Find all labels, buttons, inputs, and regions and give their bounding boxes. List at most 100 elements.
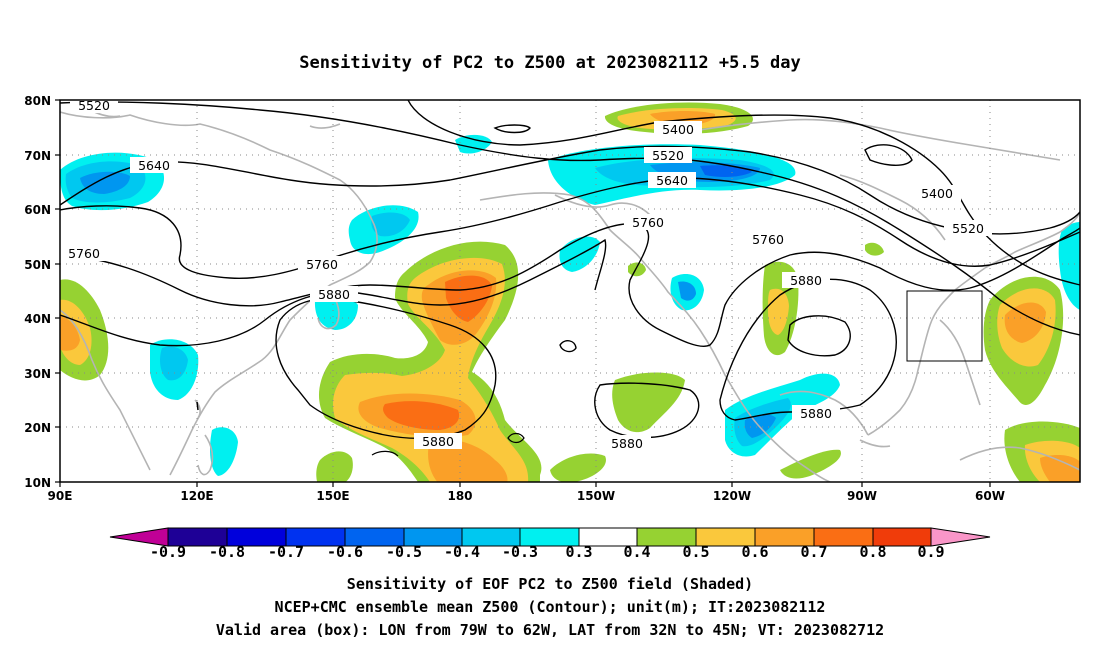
shade-mexico-blue	[744, 414, 776, 438]
coast-asia-east	[169, 219, 378, 476]
island-outline	[371, 450, 399, 457]
coast-india	[60, 309, 151, 471]
contour-5880-pacific-high	[275, 297, 497, 439]
colorbar-label: -0.9	[150, 543, 186, 561]
latitude-labels: 80N 70N 60N 50N 40N 30N 20N 10N	[24, 94, 51, 490]
contour-label: 5880	[800, 406, 832, 421]
shade-tropical-pacific-red	[383, 401, 460, 430]
coast-hudson-bay	[839, 174, 946, 241]
shade-west-us-blue	[678, 281, 696, 301]
shade-atlantic-orange	[1004, 302, 1046, 343]
colorbar-label: 0.8	[859, 543, 886, 561]
lat-label: 20N	[24, 421, 51, 435]
lat-label: 40N	[24, 312, 51, 326]
coast-florida	[939, 319, 981, 406]
lat-label: 80N	[24, 94, 51, 108]
colorbar-label: -0.4	[444, 543, 480, 561]
colorbar-label: 0.9	[917, 543, 944, 561]
colorbar-label: -0.8	[209, 543, 245, 561]
contour-5880-na-high	[719, 278, 897, 421]
lon-label: 180	[447, 489, 472, 503]
lon-label: 90E	[48, 489, 73, 503]
colorbar-label: 0.6	[741, 543, 768, 561]
lon-label: 150E	[316, 489, 349, 503]
contour-5760	[60, 223, 1080, 347]
shade-kamchatka-lightblue	[371, 212, 410, 237]
coast-east-us	[867, 267, 986, 436]
colorbar-label: 0.7	[800, 543, 827, 561]
shade-philippines-cyan	[210, 427, 238, 476]
colorbar-label: 0.3	[565, 543, 592, 561]
caption-line-3: Valid area (box): LON from 79W to 62W, L…	[216, 621, 884, 639]
longitude-labels: 90E 120E 150E 180 150W 120W 90W 60W	[48, 489, 1005, 503]
contour-label: 5400	[921, 186, 953, 201]
map-frame	[59, 99, 1081, 483]
hawaii-outline	[507, 432, 525, 444]
lat-label: 50N	[24, 258, 51, 272]
lat-label: 60N	[24, 203, 51, 217]
colorbar-label: -0.3	[502, 543, 538, 561]
negative-sensitivity-shading	[60, 134, 1080, 476]
coast-central-america	[794, 459, 831, 482]
shade-subtropic-orange	[428, 439, 508, 482]
shade-small-green-5	[865, 242, 884, 256]
shade-east-edge-cyan	[1058, 222, 1080, 310]
contour-label: 5880	[422, 434, 454, 449]
coast-taiwan	[194, 399, 201, 419]
figure-title: Sensitivity of PC2 to Z500 at 2023082112…	[299, 53, 801, 73]
coast-cuba	[859, 439, 891, 448]
contour-label: 5640	[656, 173, 688, 188]
contour-label: 5400	[662, 122, 694, 137]
shade-siberia-blue	[80, 171, 130, 194]
colorbar-label: -0.5	[386, 543, 422, 561]
contour-label: 5640	[138, 158, 170, 173]
lon-label: 120W	[713, 489, 751, 503]
shade-small-green-2	[780, 449, 841, 479]
shade-small-green-3	[550, 453, 606, 482]
contour-5400-arctic	[407, 100, 1080, 286]
shade-small-green-1	[316, 451, 353, 482]
contour-label: 5760	[68, 246, 100, 261]
lat-label: 10N	[24, 476, 51, 490]
coast-alaska	[554, 194, 651, 216]
contour-label: 5520	[952, 221, 984, 236]
colorbar-high-end	[930, 527, 991, 547]
taiwan-outline	[196, 401, 199, 411]
caption: Sensitivity of EOF PC2 to Z500 field (Sh…	[216, 575, 884, 639]
contour-canada-low	[864, 144, 913, 166]
colorbar-label: -0.6	[327, 543, 363, 561]
colorbar: -0.9 -0.8 -0.7 -0.6 -0.5 -0.4 -0.3 0.3 0…	[109, 527, 991, 561]
caption-line-1: Sensitivity of EOF PC2 to Z500 field (Sh…	[347, 575, 753, 593]
coast-siberia-north	[60, 111, 373, 221]
contour-small-high	[559, 340, 577, 353]
shade-arctic-cyan	[455, 134, 492, 154]
shade-small-green-4	[628, 262, 646, 277]
lon-label: 120E	[180, 489, 213, 503]
contour-label: 5520	[78, 98, 110, 113]
colorbar-label: -0.7	[268, 543, 304, 561]
shade-bering-darkblue	[700, 165, 752, 177]
contour-labels: 5520 5640 5760 5760 5880 5400 5520 5640 …	[60, 97, 992, 451]
coast-philippines	[197, 434, 214, 476]
contour-label: 5760	[752, 232, 784, 247]
contour-label: 5760	[306, 257, 338, 272]
colorbar-label: 0.5	[682, 543, 709, 561]
contour-5760-b	[60, 238, 607, 347]
coast-north-america-west	[479, 192, 796, 461]
colorbar-label: 0.4	[623, 543, 650, 561]
coast-south-america	[959, 446, 1080, 471]
lon-label: 90W	[847, 489, 877, 503]
shade-china-lightblue	[160, 346, 188, 381]
valid-area-box	[906, 290, 983, 362]
contour-arctic-low	[493, 124, 531, 134]
coastlines	[60, 109, 1080, 482]
contour-label: 5880	[318, 287, 350, 302]
contour-5880-subtropic	[594, 382, 700, 439]
coast-arctic-canada	[699, 118, 1061, 161]
lon-label: 60W	[975, 489, 1005, 503]
lat-label: 30N	[24, 367, 51, 381]
contour-5880-inner	[787, 315, 851, 357]
contour-5400-long	[60, 101, 1080, 336]
map-plot-area	[60, 100, 1080, 482]
